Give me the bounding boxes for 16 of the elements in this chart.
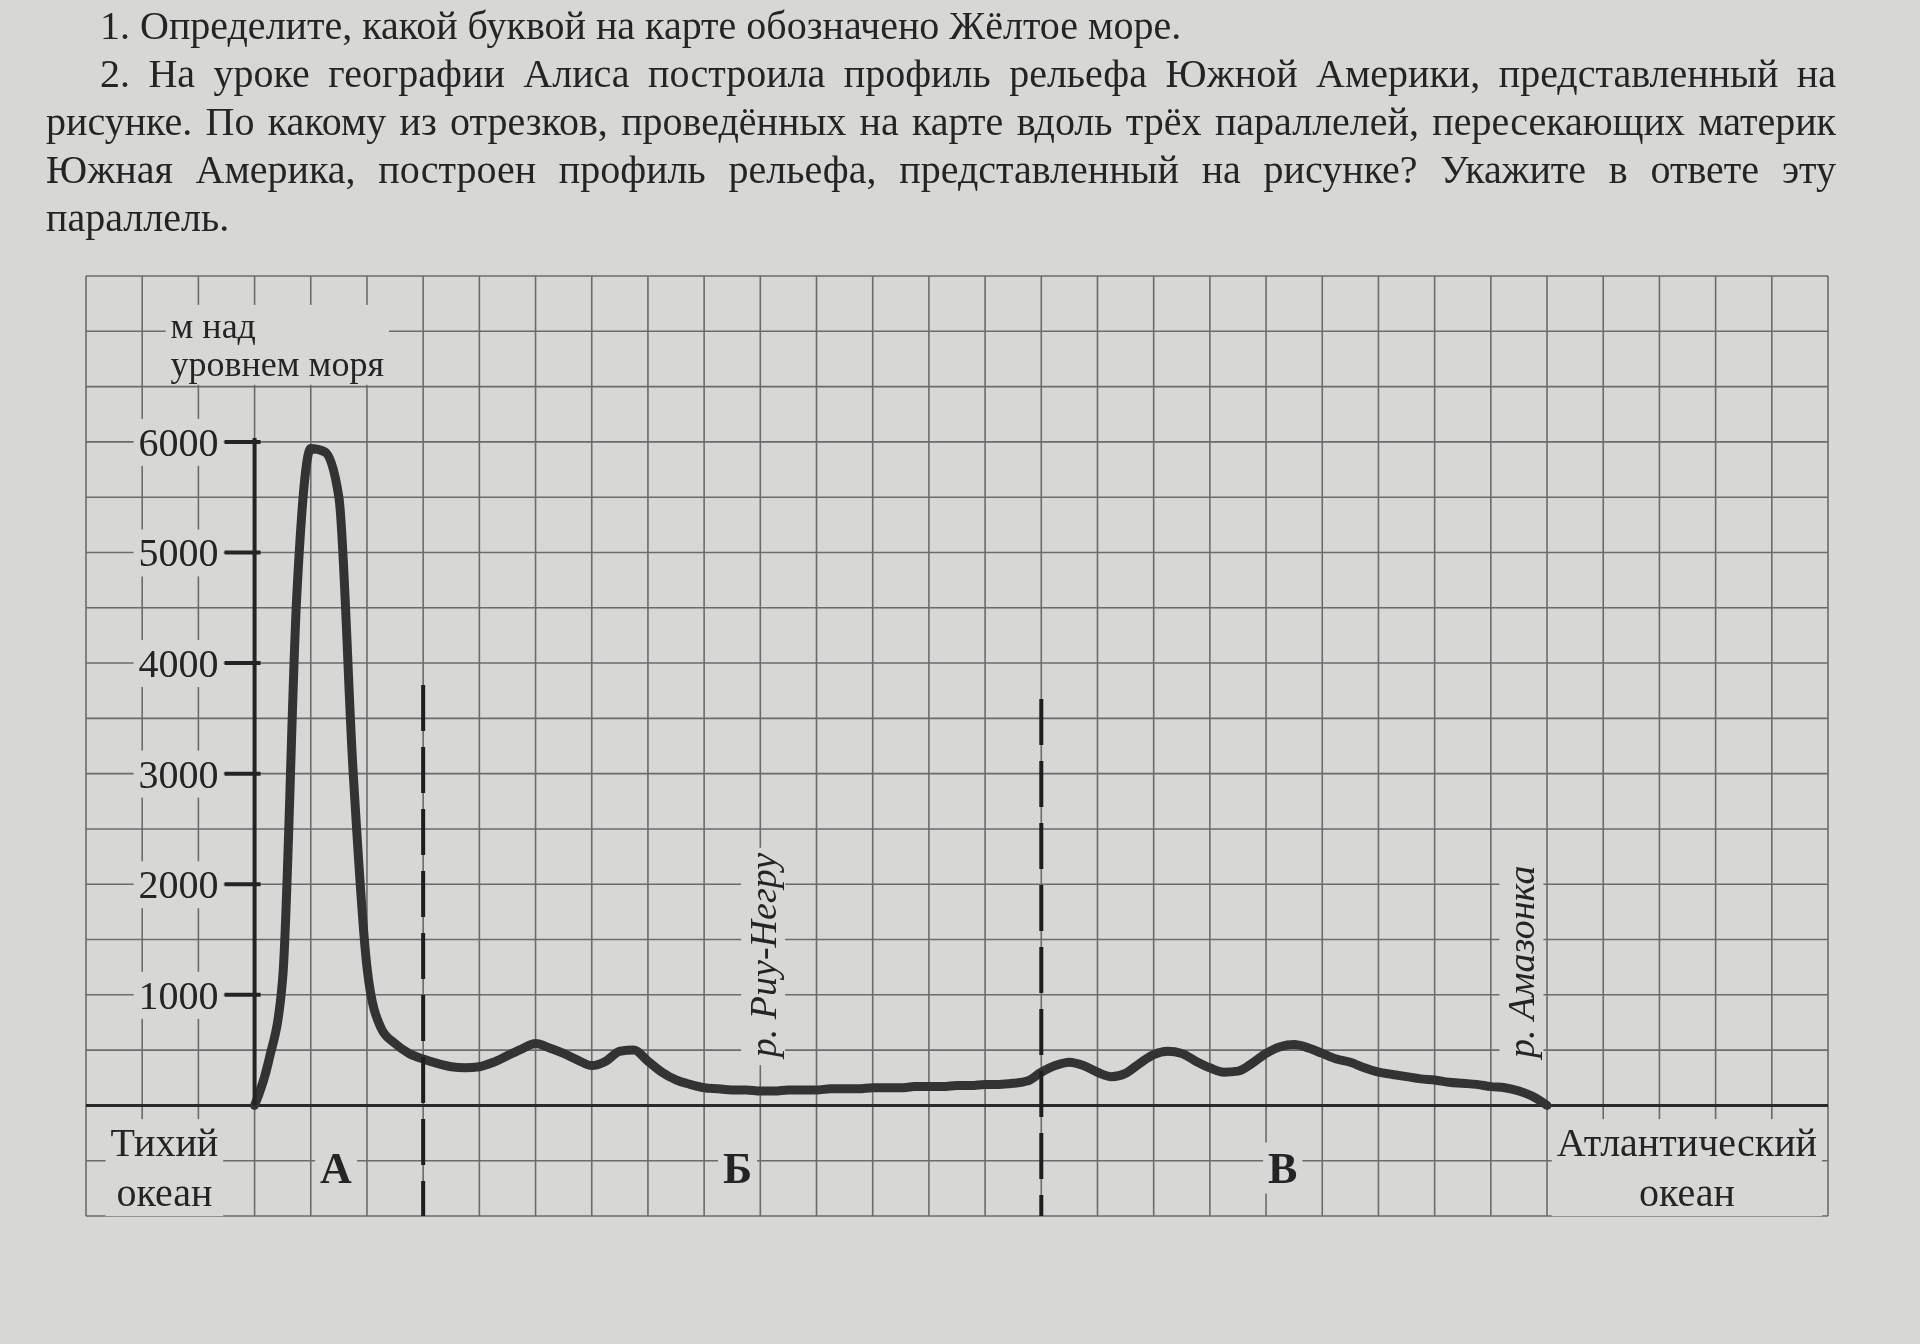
annotation: р. Амазонка [1500, 865, 1543, 1062]
y-tick-label: 4000 [138, 641, 219, 687]
annotation: р. Риу-Негру [742, 852, 785, 1061]
text: 1. Определите, какой буквой на карте обозначено Жёлтое море. [99, 2, 1183, 50]
chart-title: 2. На уроке географии Алиса построила профиль рельефа Южной Америки, представленный на рисунке. По какому из отрезков, проведённых на карте вдоль трёх параллелей, пересекающих материк Южная Америка, построен профиль рельефа, представленный на рисунке? Укажите в ответе эту параллель. [46, 50, 1836, 242]
annotation: Тихий океан [110, 1120, 219, 1216]
y-tick-label: 5000 [138, 530, 219, 576]
y-axis-title: м над уровнем моря [170, 305, 384, 384]
annotation: В [1268, 1143, 1298, 1193]
y-tick-label: 3000 [138, 751, 219, 797]
y-tick-label: 2000 [138, 862, 219, 908]
annotation: Атлантический океан [1556, 1120, 1818, 1216]
annotation: Б [722, 1143, 753, 1193]
annotation: А [320, 1143, 353, 1193]
y-tick-label: 6000 [138, 419, 219, 465]
y-tick-label: 1000 [138, 972, 219, 1018]
